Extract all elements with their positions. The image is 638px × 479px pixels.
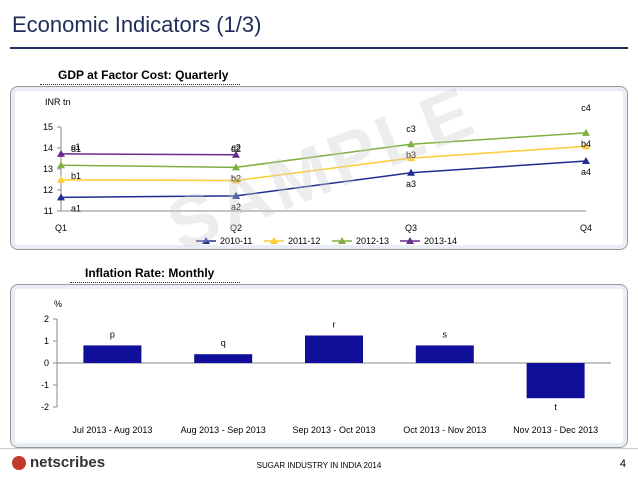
data-label: b2	[231, 173, 241, 183]
bar	[526, 363, 585, 399]
data-point	[232, 150, 240, 158]
data-label: b4	[581, 139, 591, 149]
y-tick-label: 14	[43, 143, 53, 153]
footer: netscribes SUGAR INDUSTRY IN INDIA 2014 …	[0, 448, 638, 479]
legend-marker	[270, 237, 278, 244]
x-tick-label: Jul 2013 - Aug 2013	[72, 425, 152, 435]
series-line-2013-14	[60, 153, 237, 156]
bar	[415, 345, 474, 363]
y-tick-label: -1	[41, 380, 49, 390]
legend-entry: 2013-14	[424, 236, 457, 246]
bar	[305, 335, 363, 363]
data-point	[57, 161, 65, 169]
data-point	[407, 154, 415, 162]
data-point	[582, 128, 590, 136]
x-tick-label: Q1	[55, 223, 67, 233]
data-label: a3	[406, 179, 416, 189]
gdp-chart-title: GDP at Factor Cost: Quarterly	[58, 68, 229, 82]
data-point	[232, 191, 240, 199]
data-label: a2	[231, 202, 241, 212]
bar-label: q	[221, 338, 226, 348]
data-label: d2	[231, 144, 241, 154]
data-label: a1	[71, 203, 81, 213]
netscribes-logo: netscribes	[12, 454, 105, 471]
y-tick-label: 13	[43, 164, 53, 174]
y-tick-label: 11	[44, 206, 53, 216]
data-label: d1	[71, 144, 81, 154]
data-point	[407, 168, 415, 176]
data-label: a4	[581, 167, 591, 177]
legend-marker	[202, 237, 210, 244]
gdp-chart-panel: INR tn 11 12 13 14 15 Q1 Q2 Q3 Q4 a1 a2 a3 a4 b1 b2 b3 b4…	[10, 86, 628, 250]
y-tick-label: 1	[44, 336, 49, 346]
data-point	[57, 175, 65, 183]
x-tick-label: Oct 2013 - Nov 2013	[403, 425, 486, 435]
data-point	[232, 176, 240, 184]
series-line-2011-12	[60, 145, 587, 182]
bar-label: s	[443, 329, 448, 339]
y-tick-label: 12	[43, 185, 53, 195]
x-tick-label: Q2	[230, 223, 242, 233]
logo-icon	[12, 456, 26, 471]
data-point	[232, 163, 240, 171]
y-tick-label: -2	[41, 402, 49, 412]
data-point	[582, 157, 590, 165]
bar	[83, 345, 142, 363]
x-tick-label: Aug 2013 - Sep 2013	[181, 425, 266, 435]
legend-entry: 2011-12	[288, 236, 320, 246]
y-tick-label: 15	[43, 122, 53, 132]
page-title: Economic Indicators (1/3)	[12, 12, 262, 37]
y-tick-label: 0	[44, 358, 49, 368]
data-label: b3	[406, 150, 416, 160]
data-label: c2	[231, 143, 241, 153]
inflation-chart-title: Inflation Rate: Monthly	[85, 266, 215, 280]
data-label: c4	[581, 103, 591, 113]
bar	[194, 354, 253, 363]
inflation-chart-panel: % -2 -1 0 1 2 p Jul 2013 - Aug 2013 q Aug 2013 - …	[10, 284, 628, 448]
x-tick-label: Q3	[405, 223, 417, 233]
legend-marker	[406, 237, 414, 244]
series-line-2010-11	[60, 160, 587, 199]
y-axis-label: %	[54, 299, 62, 309]
bar-label: t	[554, 402, 557, 412]
page-number: 4	[619, 458, 626, 470]
bar-label: r	[333, 320, 336, 330]
logo-text: netscribes	[30, 454, 106, 471]
data-label: c3	[406, 124, 416, 134]
bar-label: p	[110, 329, 115, 339]
data-point	[407, 140, 415, 148]
inflation-section-header: Inflation Rate: Monthly	[70, 262, 240, 283]
data-point	[57, 193, 65, 201]
inflation-chart: % -2 -1 0 1 2 p Jul 2013 - Aug 2013 q Aug 2013 - …	[41, 299, 611, 435]
data-point	[582, 142, 590, 150]
gdp-section-header: GDP at Factor Cost: Quarterly	[40, 64, 240, 85]
x-tick-label: Q4	[580, 223, 592, 233]
series-line-2012-13	[60, 132, 587, 169]
y-axis-label: INR tn	[45, 97, 71, 107]
gdp-chart: INR tn 11 12 13 14 15 Q1 Q2 Q3 Q4 a1 a2 a3 a4 b1 b2 b3 b4…	[43, 97, 592, 246]
data-label: c1	[71, 142, 81, 152]
data-point	[57, 149, 65, 157]
data-label: b1	[71, 171, 81, 181]
legend-entry: 2012-13	[356, 236, 389, 246]
legend-marker	[338, 237, 346, 244]
title-rule	[10, 47, 628, 49]
x-tick-label: Sep 2013 - Oct 2013	[292, 425, 375, 435]
y-tick-label: 2	[44, 314, 49, 324]
x-tick-label: Nov 2013 - Dec 2013	[513, 425, 598, 435]
legend-entry: 2010-11	[220, 236, 252, 246]
footer-text: SUGAR INDUSTRY IN INDIA 2014	[256, 461, 382, 470]
